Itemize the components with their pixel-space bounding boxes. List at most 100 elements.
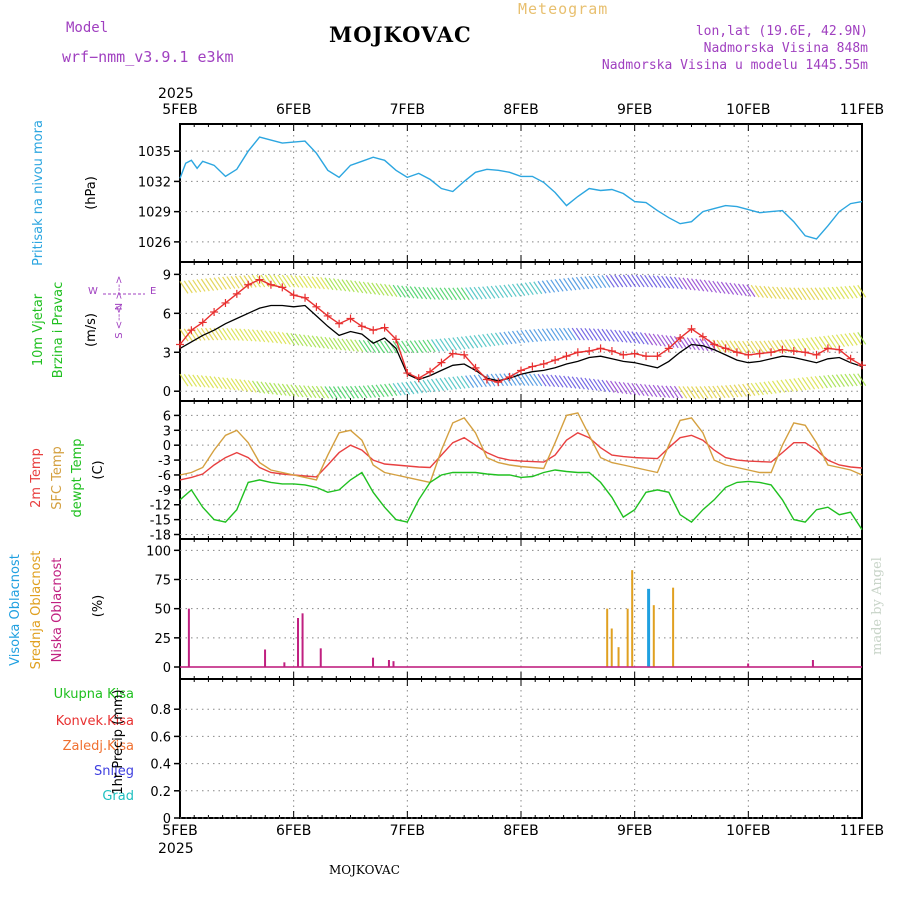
wind-barb-mark [759,340,769,354]
wind-barb-mark [844,333,854,347]
wind-barb-mark [217,327,227,341]
wind-barb-mark [239,379,249,392]
wind-barb-mark [222,327,232,341]
wind-barb-mark [273,382,283,396]
wind-barb-mark [546,374,556,387]
wind-barb-mark [754,382,764,396]
wind-barb-mark [648,275,658,288]
pressure-axis-title: Pritisak na nivou mora [31,120,46,266]
wind-barb-mark [213,277,223,291]
wind-barb-mark [490,333,500,346]
wind-barb-mark [652,333,662,347]
time-tick-label-top: 8FEB [503,102,538,118]
wind-barb-mark [533,373,543,387]
wind-barb-mark [469,287,479,300]
wind-barb-mark [179,281,189,294]
wind-barb-mark [767,286,777,299]
wind-barb-mark [358,385,368,399]
wind-barb-mark [396,382,406,396]
gust-marker [528,362,537,371]
wind-barb-mark [797,287,807,301]
time-tick-label-top: 5FEB [162,102,197,118]
gust-marker [266,280,275,289]
wind-barb-mark [379,340,389,354]
wind-barb-mark [260,381,270,395]
wind-barb-mark [396,340,406,354]
wind-barb-mark [810,376,820,390]
cloud-bar-low_cloud [387,660,390,667]
cloud-bar-low_cloud [747,663,750,667]
wind-barb-mark [857,284,867,298]
wind-barb-mark [179,328,189,342]
wind-barb-mark [622,330,632,344]
wind-barb-mark [537,280,547,294]
wind-barb-mark [716,385,726,399]
wind-barb-mark [605,380,615,393]
wind-barb-mark [639,274,649,288]
gust-marker [653,352,662,361]
wind-barb-mark [192,279,202,293]
wind-barb-mark [401,382,411,395]
y-tick-label: 50 [154,603,171,618]
lonlat-label: lon,lat (19.6E, 42.9N) [695,24,868,39]
wind-barb-mark [610,380,620,394]
wind-barb-mark [835,374,845,387]
wind-barb-mark [635,383,645,397]
wind-barb-mark [558,327,568,341]
wind-barb-mark [575,376,585,390]
wind-barb-mark [456,376,466,389]
gust-marker [403,369,412,378]
wind-barb-mark [371,384,381,398]
wind-barb-mark [844,285,854,299]
wind-barb-mark [652,384,662,398]
wind-barb-mark [426,287,436,300]
wind-barb-mark [290,384,300,398]
wind-barb-mark [529,373,539,387]
wind-barb-mark [780,286,790,300]
wind-barb-mark [541,328,551,342]
wind-barb-mark [848,332,858,346]
wind-barb-mark [358,339,368,353]
wind-barb-mark [588,328,598,341]
wind-barb-mark [703,386,713,399]
wind-barb-mark [801,287,811,301]
y-tick-label: 1035 [138,145,171,160]
wind-barb-mark [328,337,338,350]
wind-barb-mark [503,331,513,345]
wind-barb-mark [597,275,607,289]
wind-barb-mark [691,278,700,292]
wind-barb-mark [759,382,769,395]
wind-barb-mark [477,334,487,348]
wind-barb-mark [686,386,696,399]
wind-barb-mark [818,375,828,389]
gust-marker [369,326,378,335]
wind-barb-mark [665,385,675,399]
wind-barb-mark [196,327,206,341]
wind-barb-mark [320,277,330,290]
wind-barb-mark [699,338,709,352]
wind-barb-mark [567,376,577,389]
wind-barb-mark [332,337,342,351]
gust-marker [505,372,514,381]
wind-barb-mark [307,334,317,348]
wind-barb-mark [362,385,372,399]
precip-legend-3: Snijeg [94,764,134,779]
gust-marker [698,332,707,341]
wind-barb-mark [678,386,688,399]
station-title: MOJKOVAC [329,22,472,47]
gust-marker [607,346,616,355]
time-tick-label-bottom: 10FEB [726,823,770,839]
wind-barb-mark [563,375,573,389]
wind-barb-mark [524,282,534,296]
y-tick-label: 6 [163,409,171,424]
y-tick-label: -12 [150,499,171,514]
wind-barb-mark [507,284,517,297]
wind-barb-mark [750,284,760,298]
wind-barb-mark [337,338,347,351]
cloud-bar-mid_cloud [610,628,613,667]
wind-barb-mark [179,373,189,387]
gust-marker [380,323,389,332]
y-tick-label: 25 [154,632,171,647]
gust-marker [437,358,446,367]
